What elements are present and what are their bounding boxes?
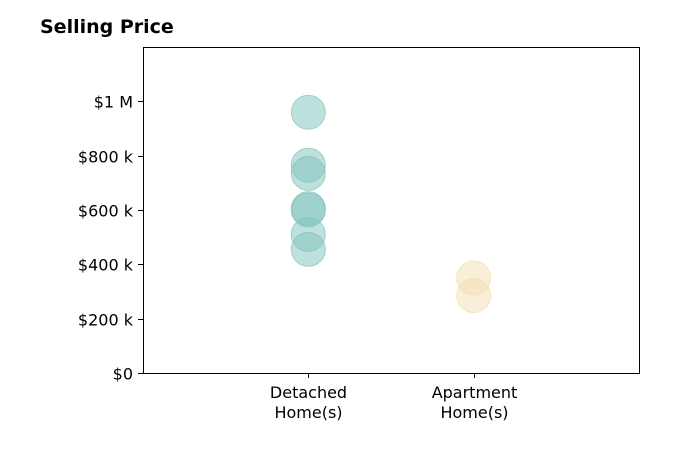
y-tick-label: $600 k (78, 202, 134, 221)
x-tick-label: Apartment Home(s) (432, 383, 518, 422)
axes-layer: $0 $200 k $400 k $600 k $800 k $1 M Detached Ho… (78, 93, 517, 423)
points-layer (290, 94, 492, 314)
y-tick-label: $400 k (78, 256, 134, 275)
y-tick-label: $0 (113, 365, 133, 384)
chart-title: Selling Price (40, 16, 174, 38)
data-point (456, 278, 492, 314)
data-point (290, 231, 326, 267)
data-point (290, 155, 326, 191)
data-point (290, 94, 326, 130)
y-tick-label: $200 k (78, 311, 134, 330)
x-tick-label: Detached Home(s) (270, 383, 347, 422)
y-tick-label: $1 M (94, 93, 133, 112)
y-tick-label: $800 k (78, 148, 134, 167)
plot-frame (143, 47, 640, 374)
